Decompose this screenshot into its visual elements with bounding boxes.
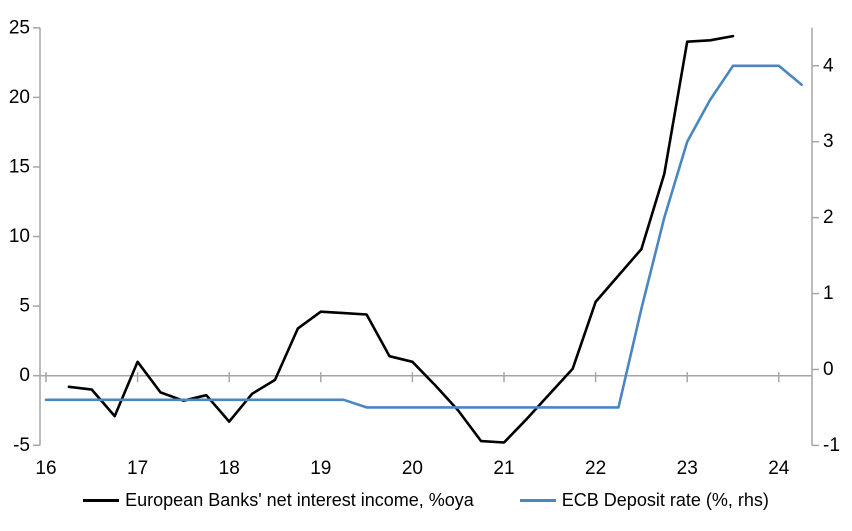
y-axis-left-tick-label: 20: [9, 87, 30, 108]
x-axis-tick-label: 17: [127, 458, 148, 479]
y-axis-right-tick-label: 1: [823, 283, 834, 304]
deposit-rate-line: [44, 64, 804, 409]
deposit-rate-line-swatch: [519, 499, 556, 502]
x-axis-tick-label: 21: [493, 458, 514, 479]
x-axis-tick-label: 16: [35, 458, 56, 479]
axes: [33, 27, 819, 447]
nii-legend-label: European Banks' net interest income, %oy…: [125, 490, 474, 510]
x-axis-tick-label: 20: [402, 458, 423, 479]
x-axis-tick-label: 24: [768, 458, 790, 479]
data-series: [44, 34, 804, 444]
nii-line-swatch: [83, 499, 120, 502]
x-axis-tick-label: 18: [219, 458, 240, 479]
y-axis-left-tick-label: 0: [19, 365, 30, 386]
y-axis-right-tick-label: 2: [823, 207, 834, 228]
legend-item-nii: European Banks' net interest income, %oy…: [83, 490, 474, 511]
x-axis-tick-label: 19: [310, 458, 331, 479]
x-axis-tick-label: 22: [585, 458, 606, 479]
deposit-rate-legend-label: ECB Deposit rate (%, rhs): [561, 490, 769, 510]
y-axis-left-tick-label: -5: [13, 435, 30, 456]
x-axis-tick-label: 23: [677, 458, 698, 479]
y-axis-left-tick-label: 25: [9, 17, 30, 38]
y-axis-right-tick-label: 0: [823, 359, 834, 380]
y-axis-left-tick-label: 15: [9, 156, 30, 177]
legend-item-deposit-rate: ECB Deposit rate (%, rhs): [519, 490, 769, 511]
y-axis-left-tick-label: 5: [19, 296, 30, 317]
nii-line: [67, 34, 735, 444]
legend: European Banks' net interest income, %oy…: [0, 490, 852, 511]
y-axis-left-tick-label: 10: [9, 226, 30, 247]
y-axis-right-tick-label: 4: [823, 55, 834, 76]
y-axis-right-tick-label: 3: [823, 131, 834, 152]
y-axis-right-tick-label: -1: [823, 435, 840, 456]
